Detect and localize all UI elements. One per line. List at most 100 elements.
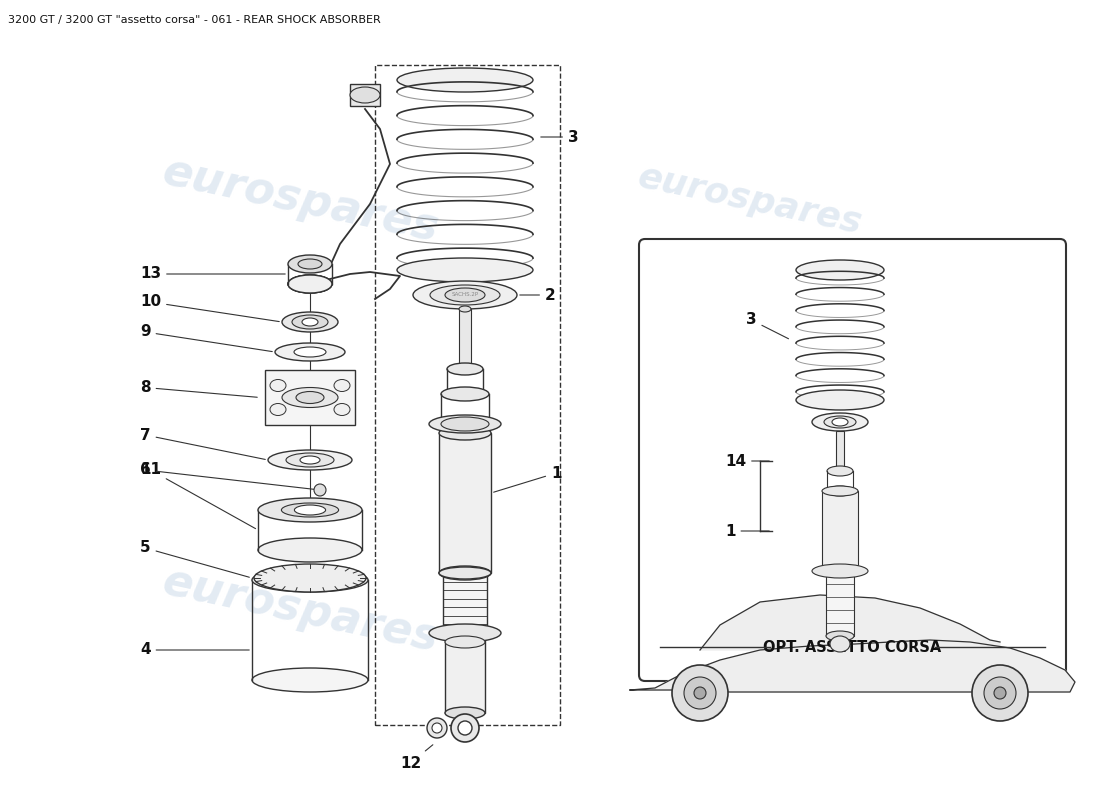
Ellipse shape — [830, 636, 850, 652]
Ellipse shape — [282, 312, 338, 332]
Ellipse shape — [447, 388, 483, 400]
Ellipse shape — [412, 281, 517, 309]
Ellipse shape — [288, 275, 332, 293]
Ellipse shape — [826, 631, 854, 641]
Bar — [826, 571, 854, 636]
Ellipse shape — [427, 718, 447, 738]
Ellipse shape — [443, 627, 487, 639]
Polygon shape — [630, 640, 1075, 692]
FancyBboxPatch shape — [639, 239, 1066, 681]
Ellipse shape — [397, 258, 534, 282]
Ellipse shape — [314, 484, 326, 496]
Bar — [350, 84, 380, 106]
Text: eurospares: eurospares — [158, 560, 442, 660]
Ellipse shape — [268, 450, 352, 470]
Ellipse shape — [298, 259, 322, 269]
Bar — [836, 431, 844, 471]
Ellipse shape — [288, 275, 332, 293]
Text: 14: 14 — [725, 454, 769, 469]
Ellipse shape — [397, 68, 534, 92]
Bar — [265, 370, 355, 425]
Ellipse shape — [439, 426, 491, 440]
Ellipse shape — [258, 538, 362, 562]
Ellipse shape — [812, 564, 868, 578]
Text: 3: 3 — [746, 313, 789, 338]
Ellipse shape — [684, 677, 716, 709]
Ellipse shape — [294, 347, 326, 357]
Text: 13: 13 — [140, 266, 285, 282]
Bar — [439, 433, 491, 573]
Ellipse shape — [827, 466, 853, 476]
Ellipse shape — [439, 567, 491, 579]
Ellipse shape — [441, 417, 490, 431]
Text: 3: 3 — [541, 130, 579, 145]
Ellipse shape — [288, 255, 332, 273]
Ellipse shape — [286, 453, 334, 467]
Ellipse shape — [429, 624, 500, 642]
Text: 8: 8 — [140, 380, 257, 398]
Text: eurospares: eurospares — [635, 570, 866, 650]
Ellipse shape — [292, 315, 328, 329]
Text: 1: 1 — [494, 466, 561, 492]
Bar — [443, 573, 487, 633]
Ellipse shape — [984, 677, 1016, 709]
Ellipse shape — [994, 687, 1006, 699]
Ellipse shape — [446, 636, 485, 648]
Ellipse shape — [439, 566, 491, 580]
Ellipse shape — [258, 498, 362, 522]
Ellipse shape — [334, 403, 350, 415]
Text: OPT. ASSETTO CORSA: OPT. ASSETTO CORSA — [763, 639, 942, 654]
Ellipse shape — [282, 503, 339, 517]
Ellipse shape — [430, 285, 500, 305]
Text: 10: 10 — [140, 294, 279, 322]
Circle shape — [972, 665, 1028, 721]
Ellipse shape — [812, 413, 868, 431]
Ellipse shape — [822, 566, 858, 576]
Ellipse shape — [252, 668, 368, 692]
Ellipse shape — [796, 390, 884, 410]
Text: 6: 6 — [140, 462, 317, 490]
Bar — [375, 65, 560, 725]
Ellipse shape — [432, 723, 442, 733]
Polygon shape — [700, 595, 1000, 650]
Ellipse shape — [459, 366, 471, 372]
Ellipse shape — [796, 260, 884, 280]
Text: 2: 2 — [520, 287, 556, 302]
Ellipse shape — [300, 456, 320, 464]
Ellipse shape — [441, 417, 490, 431]
Ellipse shape — [254, 564, 366, 592]
Ellipse shape — [446, 288, 485, 302]
Ellipse shape — [275, 343, 345, 361]
Text: eurospares: eurospares — [635, 160, 866, 240]
Ellipse shape — [350, 87, 380, 103]
Text: 11: 11 — [140, 462, 255, 529]
Text: 12: 12 — [400, 745, 433, 770]
Ellipse shape — [822, 486, 858, 496]
Ellipse shape — [824, 416, 856, 428]
Ellipse shape — [446, 707, 485, 719]
Ellipse shape — [694, 687, 706, 699]
Ellipse shape — [334, 379, 350, 391]
Ellipse shape — [270, 379, 286, 391]
Ellipse shape — [458, 721, 472, 735]
Bar — [459, 309, 471, 369]
Ellipse shape — [288, 275, 332, 293]
Text: eurospares: eurospares — [158, 150, 442, 250]
Ellipse shape — [459, 306, 471, 312]
Ellipse shape — [441, 387, 490, 401]
Ellipse shape — [832, 418, 848, 426]
Bar — [822, 491, 858, 571]
Ellipse shape — [827, 486, 853, 496]
Text: 4: 4 — [140, 642, 250, 658]
Ellipse shape — [252, 568, 368, 592]
Ellipse shape — [295, 505, 326, 515]
Text: 9: 9 — [140, 325, 273, 351]
Ellipse shape — [302, 318, 318, 326]
Ellipse shape — [451, 714, 478, 742]
Circle shape — [672, 665, 728, 721]
Text: SACHS.2P: SACHS.2P — [451, 293, 478, 298]
Text: 5: 5 — [140, 541, 250, 578]
Bar — [446, 633, 485, 713]
Text: 3200 GT / 3200 GT "assetto corsa" - 061 - REAR SHOCK ABSORBER: 3200 GT / 3200 GT "assetto corsa" - 061 … — [8, 15, 381, 25]
Ellipse shape — [270, 403, 286, 415]
